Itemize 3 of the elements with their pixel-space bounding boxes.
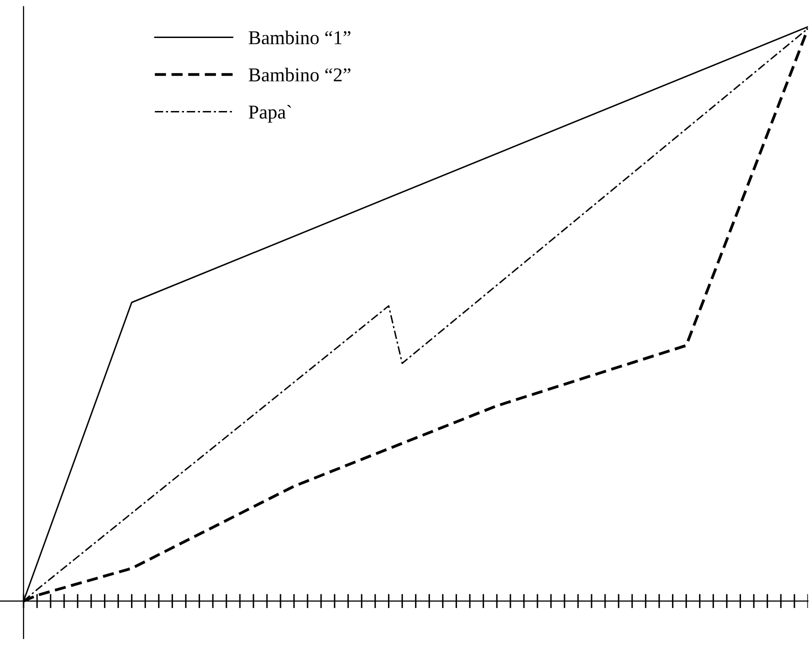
legend-label: Papa` xyxy=(248,104,291,123)
legend-label: Bambino “1” xyxy=(248,30,350,44)
legend-label: Bambino “2” xyxy=(248,68,350,82)
